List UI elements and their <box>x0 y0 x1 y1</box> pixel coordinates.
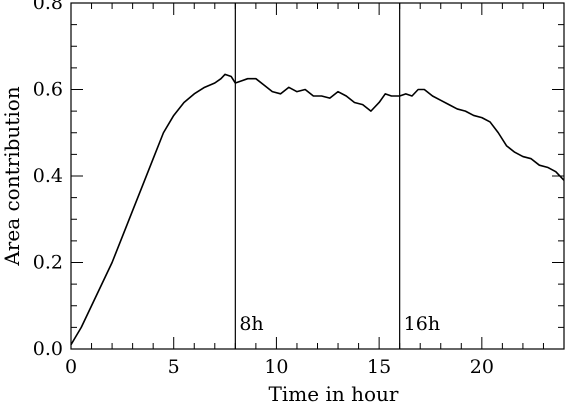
y-tick-label: 0.4 <box>33 165 63 187</box>
x-tick-label: 10 <box>264 356 288 378</box>
y-tick-label: 0.0 <box>33 338 63 360</box>
y-tick-label: 0.2 <box>33 252 63 274</box>
y-tick-label: 0.8 <box>33 0 63 14</box>
series-line-0 <box>70 73 565 346</box>
x-tick-label: 0 <box>65 356 77 378</box>
vline-label-16h: 16h <box>404 313 440 335</box>
vline-label-8h: 8h <box>239 313 263 335</box>
x-tick-label: 5 <box>168 356 180 378</box>
plot-frame <box>70 2 565 350</box>
y-tick-label: 0.6 <box>33 79 63 101</box>
x-tick-label: 20 <box>470 356 494 378</box>
x-tick-label: 15 <box>367 356 391 378</box>
x-axis-label: Time in hour <box>269 382 399 405</box>
y-axis-label: Area contribution <box>0 86 24 266</box>
